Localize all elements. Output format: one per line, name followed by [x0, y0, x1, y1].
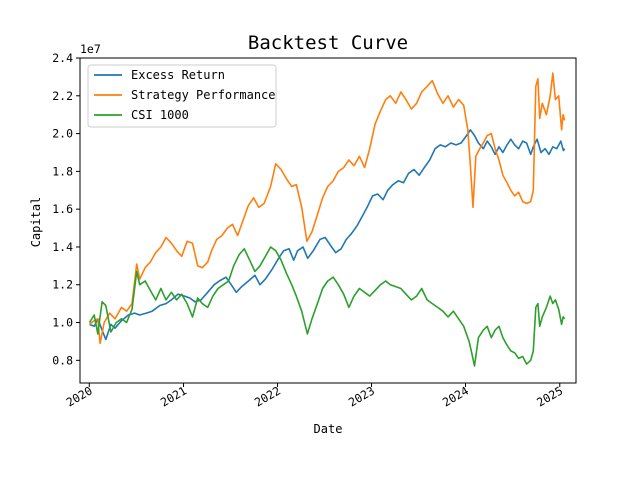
legend-label-2: CSI 1000: [131, 108, 189, 122]
y-tick-label: 1.8: [52, 164, 73, 178]
y-tick-label: 2.4: [52, 51, 73, 65]
chart-title: Backtest Curve: [248, 32, 408, 54]
y-tick-label: 2.0: [52, 127, 73, 141]
legend-label-1: Strategy Performance: [131, 88, 276, 102]
legend-label-0: Excess Return: [131, 68, 225, 82]
y-tick-label: 1.2: [52, 278, 73, 292]
y-offset-label: 1e7: [80, 42, 101, 56]
y-tick-label: 0.8: [52, 353, 73, 367]
series-line-0: [89, 129, 566, 341]
y-tick-label: 1.0: [52, 316, 73, 330]
series-line-2: [88, 246, 566, 367]
plot-frame: [79, 57, 577, 384]
legend-box: [87, 64, 277, 128]
y-axis: 0.8 1.0 1.2 1.4 1.6 1.8 2.0 2.2 2.4: [52, 51, 80, 367]
series-line-1: [88, 72, 566, 345]
legend: Excess Return Strategy Performance CSI 100…: [87, 64, 277, 128]
series-layer: [88, 72, 566, 367]
y-tick-label: 1.4: [52, 240, 73, 254]
y-tick-label: 2.2: [52, 89, 73, 103]
x-axis-label: Date: [314, 422, 343, 436]
y-tick-label: 1.6: [52, 202, 73, 216]
y-axis-label: Capital: [29, 197, 43, 248]
